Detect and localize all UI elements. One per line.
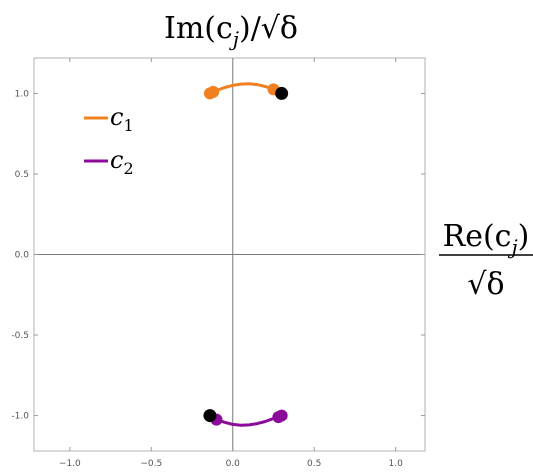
series-c2-line bbox=[215, 414, 284, 427]
endpoint-marker bbox=[275, 86, 289, 100]
series-c1-line bbox=[208, 82, 275, 95]
x-tick-label: 0.0 bbox=[226, 459, 241, 469]
y-tick-label: 0.0 bbox=[15, 251, 30, 261]
endpoint-marker bbox=[203, 409, 217, 423]
series-c2-point bbox=[275, 409, 288, 422]
svg-text:Re(cj): Re(cj) bbox=[443, 219, 530, 259]
x-tick-label: 1.0 bbox=[389, 459, 404, 469]
y-tick-label: -0.5 bbox=[11, 331, 29, 341]
x-tick-label: 0.5 bbox=[307, 459, 321, 469]
series-c1-point bbox=[207, 85, 220, 98]
y-tick-label: 1.0 bbox=[15, 89, 30, 99]
y-axis-label: Im(cj)/√δ bbox=[164, 11, 298, 51]
y-tick-label: 0.5 bbox=[15, 170, 29, 180]
svg-text:√δ: √δ bbox=[467, 267, 504, 302]
legend-c1-label: c1 bbox=[110, 103, 134, 135]
x-tick-label: −0.5 bbox=[140, 459, 162, 469]
x-axis-label: Re(cj) √δ bbox=[439, 219, 533, 302]
x-tick-label: −1.0 bbox=[59, 459, 81, 469]
legend-c2-label: c2 bbox=[110, 146, 134, 178]
y-tick-label: -1.0 bbox=[11, 412, 29, 422]
